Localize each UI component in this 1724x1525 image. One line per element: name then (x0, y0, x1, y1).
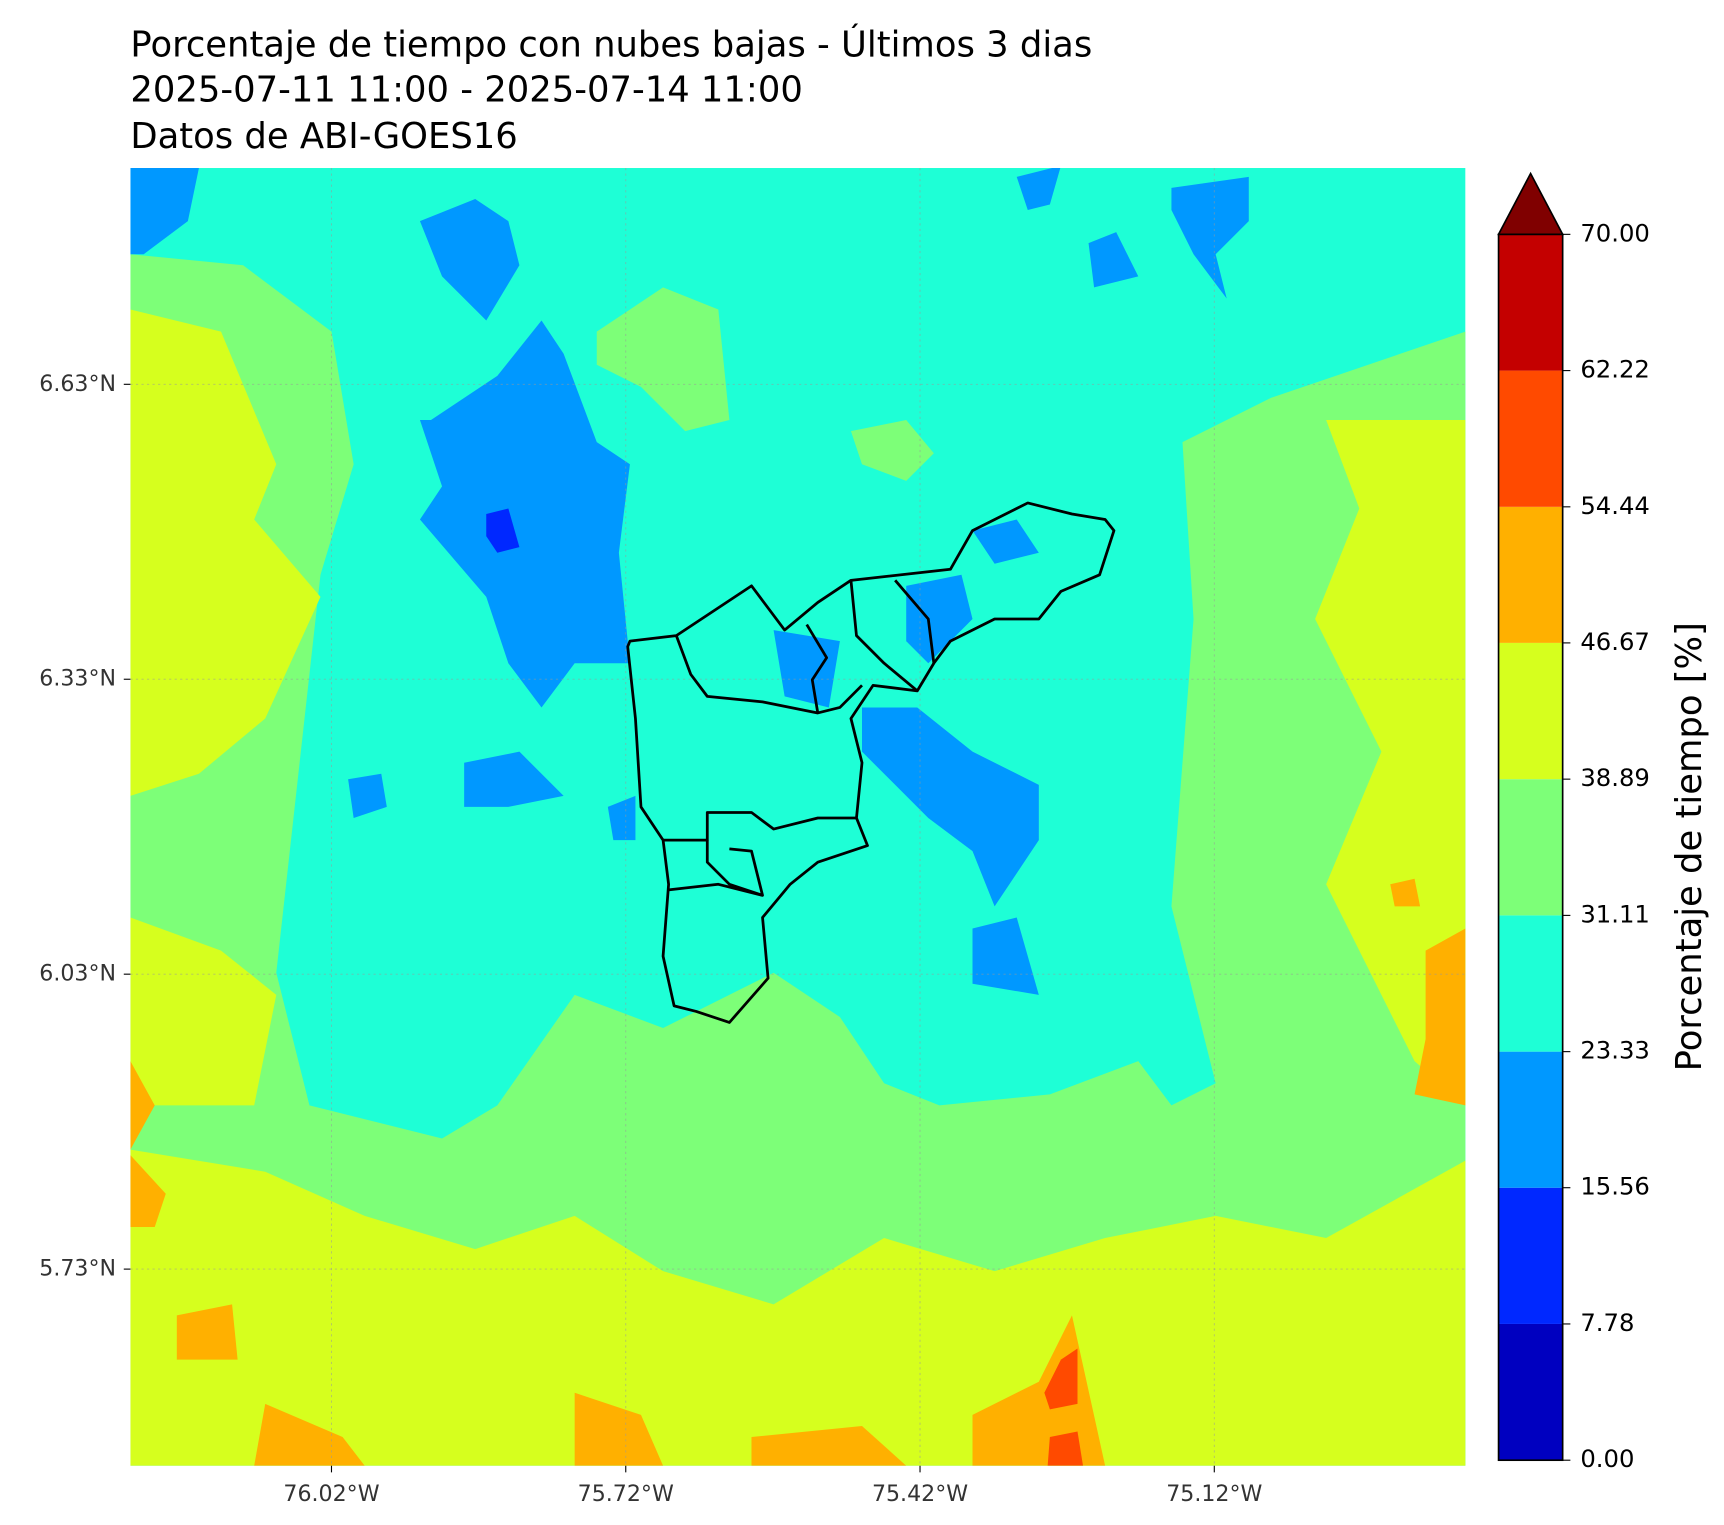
contour-region (773, 630, 840, 708)
chart-title: Porcentaje de tiempo con nubes bajas - Ú… (130, 23, 1092, 65)
colorbar-segment (1498, 1051, 1563, 1188)
contour-region (130, 254, 1466, 1466)
contour-region (419, 320, 630, 708)
contour-region (130, 1061, 155, 1150)
contour-region (130, 309, 321, 796)
colorbar-tick-label: 23.33 (1580, 1036, 1650, 1065)
contour-region (130, 1149, 1466, 1466)
colorbar-segment (1498, 1323, 1563, 1461)
y-tick-label: 5.73°N (39, 1256, 116, 1282)
chart-subtitle: Datos de ABI-GOES16 (130, 116, 517, 157)
contour-region (419, 198, 520, 321)
grid (130, 168, 1466, 1466)
contour-region (254, 1403, 365, 1466)
contour-region (972, 519, 1039, 564)
region-boundary (668, 882, 763, 897)
y-tick-label: 6.03°N (39, 961, 116, 987)
map-field (130, 168, 1466, 1466)
contour-region (486, 508, 520, 553)
colorbar-tick-label: 38.89 (1580, 763, 1650, 792)
x-tick-label: 75.42°W (872, 1481, 968, 1507)
contour-region (348, 773, 387, 818)
contour-region (1390, 878, 1421, 907)
colorbar-label: Porcentaje de tiempo [%] (1669, 622, 1710, 1071)
colorbar-tick-label: 70.00 (1580, 218, 1650, 247)
contour-region (862, 707, 1039, 907)
contour-region (906, 574, 973, 664)
contour-region (130, 917, 277, 1106)
contour-region (596, 287, 730, 432)
colorbar-segment (1498, 1187, 1563, 1324)
colorbar-tick-label: 7.78 (1580, 1308, 1634, 1337)
y-tick-label: 6.63°N (39, 371, 116, 397)
colorbar-segment (1498, 370, 1563, 507)
colorbar-tick-label: 15.56 (1580, 1172, 1650, 1201)
colorbar-extend (1497, 171, 1565, 236)
colorbar-segment (1498, 642, 1563, 780)
region-boundary (675, 635, 863, 715)
colorbar-tick-label: 46.67 (1580, 627, 1650, 656)
region-boundary (805, 623, 829, 714)
colorbar-segment (1498, 779, 1563, 916)
contour-region (130, 1155, 166, 1227)
contour-region (751, 1425, 907, 1466)
colorbar-frame (1497, 233, 1564, 1462)
chart-subtitle: 2025-07-11 11:00 - 2025-07-14 11:00 (130, 70, 802, 111)
contour-region (607, 795, 636, 841)
colorbar: 0.00 7.78 15.56 23.33 31.11 38.89 46.67 54.44 62… (1497, 171, 1650, 1473)
contour-region (574, 1392, 664, 1466)
contour-region (464, 751, 564, 807)
contour-region (850, 420, 934, 481)
contour-region (1044, 1348, 1078, 1410)
contour-region (1171, 176, 1249, 299)
region-boundary (626, 501, 1116, 1024)
colorbar-tick-label: 62.22 (1580, 355, 1650, 384)
contour-region (1414, 928, 1466, 1106)
contour-region (1047, 1431, 1084, 1466)
region-boundary (894, 579, 936, 664)
colorbar-tick-label: 31.11 (1580, 899, 1650, 928)
colorbar-tick-label: 0.00 (1580, 1444, 1634, 1473)
colorbar-segment (1498, 234, 1563, 371)
colorbar-segment (1498, 506, 1563, 643)
colorbar-tick-label: 54.44 (1580, 491, 1650, 520)
contour-region (130, 168, 199, 255)
region-boundary (849, 580, 919, 692)
colorbar-segment (1498, 915, 1563, 1052)
y-tick-label: 6.33°N (39, 666, 116, 692)
x-tick-label: 75.12°W (1166, 1481, 1262, 1507)
contour-region (1315, 420, 1466, 1106)
contour-region (1088, 232, 1139, 288)
contour-region (1016, 168, 1061, 211)
x-tick-label: 75.72°W (578, 1481, 674, 1507)
x-tick-label: 76.02°W (283, 1481, 379, 1507)
contour-region (176, 1304, 238, 1360)
